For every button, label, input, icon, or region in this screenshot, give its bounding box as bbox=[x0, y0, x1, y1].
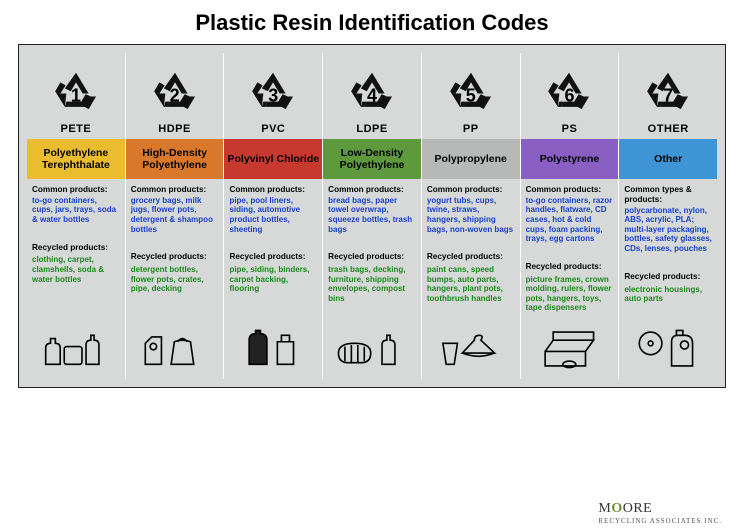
product-illustration bbox=[229, 321, 317, 375]
recycle-symbol: 3 PVC bbox=[224, 53, 322, 139]
resin-name-band: Polyvinyl Chloride bbox=[224, 139, 322, 179]
product-illustration bbox=[32, 321, 120, 375]
recycled-products-text: pipe, siding, binders, carpet backing, f… bbox=[229, 265, 317, 294]
chart-frame: 1 PETE Polyethylene Terephthalate Common… bbox=[18, 44, 726, 388]
recycled-products-text: trash bags, decking, furniture, shipping… bbox=[328, 265, 416, 303]
page-title: Plastic Resin Identification Codes bbox=[0, 0, 744, 44]
common-products-label: Common products: bbox=[526, 185, 614, 195]
common-products-label: Common products: bbox=[328, 185, 416, 195]
resin-name-band: High-Density Polyethylene bbox=[126, 139, 224, 179]
resin-abbr: PP bbox=[463, 123, 479, 135]
recycled-products-text: picture frames, crown molding, rulers, f… bbox=[526, 275, 614, 313]
resin-name-band: Polystyrene bbox=[521, 139, 619, 179]
resin-body: Common products: grocery bags, milk jugs… bbox=[126, 179, 224, 379]
recycled-products-text: paint cans, speed bumps, auto parts, han… bbox=[427, 265, 515, 303]
recycle-symbol: 6 PS bbox=[521, 53, 619, 139]
resin-abbr: OTHER bbox=[648, 123, 689, 135]
resin-column-other: 7 OTHER Other Common types & products: p… bbox=[619, 53, 717, 379]
recycle-symbol: 5 PP bbox=[422, 53, 520, 139]
resin-name-band: Other bbox=[619, 139, 717, 179]
resin-name-band: Low-Density Polyethylene bbox=[323, 139, 421, 179]
product-illustration bbox=[526, 321, 614, 375]
resin-body: Common products: to-go containers, cups,… bbox=[27, 179, 125, 379]
recycle-symbol: 4 LDPE bbox=[323, 53, 421, 139]
resin-column-hdpe: 2 HDPE High-Density Polyethylene Common … bbox=[126, 53, 225, 379]
resin-number: 6 bbox=[564, 85, 574, 106]
recycled-products-text: electronic housings, auto parts bbox=[624, 285, 712, 304]
resin-column-pete: 1 PETE Polyethylene Terephthalate Common… bbox=[27, 53, 126, 379]
resin-number: 5 bbox=[466, 85, 476, 106]
common-products-label: Common products: bbox=[427, 185, 515, 195]
common-products-label: Common types & products: bbox=[624, 185, 712, 205]
resin-column-ldpe: 4 LDPE Low-Density Polyethylene Common p… bbox=[323, 53, 422, 379]
recycled-products-text: clothing, carpet, clamshells, soda & wat… bbox=[32, 255, 120, 284]
recycled-products-label: Recycled products: bbox=[32, 243, 120, 253]
resin-grid: 1 PETE Polyethylene Terephthalate Common… bbox=[27, 53, 717, 379]
recycled-products-label: Recycled products: bbox=[624, 272, 712, 282]
recycle-symbol: 7 OTHER bbox=[619, 53, 717, 139]
recycle-symbol: 2 HDPE bbox=[126, 53, 224, 139]
resin-abbr: PS bbox=[562, 123, 578, 135]
resin-body: Common types & products: polycarbonate, … bbox=[619, 179, 717, 379]
footer-logo: MOORE RECYCLING ASSOCIATES INC. bbox=[598, 501, 722, 525]
common-products-text: bread bags, paper towel overwrap, squeez… bbox=[328, 196, 416, 234]
product-illustration bbox=[131, 321, 219, 375]
common-products-text: pipe, pool liners, siding, automotive pr… bbox=[229, 196, 317, 234]
resin-number: 4 bbox=[367, 85, 377, 106]
product-illustration bbox=[624, 321, 712, 375]
recycled-products-label: Recycled products: bbox=[229, 252, 317, 262]
product-illustration bbox=[328, 321, 416, 375]
resin-body: Common products: yogurt tubs, cups, twin… bbox=[422, 179, 520, 379]
resin-body: Common products: bread bags, paper towel… bbox=[323, 179, 421, 379]
resin-name-band: Polypropylene bbox=[422, 139, 520, 179]
recycled-products-label: Recycled products: bbox=[328, 252, 416, 262]
resin-abbr: PETE bbox=[60, 123, 91, 135]
recycle-symbol: 1 PETE bbox=[27, 53, 125, 139]
recycled-products-label: Recycled products: bbox=[131, 252, 219, 262]
product-illustration bbox=[427, 321, 515, 375]
common-products-text: to-go containers, razor handles, flatwar… bbox=[526, 196, 614, 244]
resin-number: 2 bbox=[170, 85, 180, 106]
resin-abbr: PVC bbox=[261, 123, 285, 135]
resin-number: 7 bbox=[663, 85, 673, 106]
common-products-text: yogurt tubs, cups, twine, straws, hanger… bbox=[427, 196, 515, 234]
common-products-label: Common products: bbox=[131, 185, 219, 195]
recycled-products-text: detergent bottles, flower pots, crates, … bbox=[131, 265, 219, 294]
resin-body: Common products: to-go containers, razor… bbox=[521, 179, 619, 379]
resin-name-band: Polyethylene Terephthalate bbox=[27, 139, 125, 179]
resin-column-pvc: 3 PVC Polyvinyl Chloride Common products… bbox=[224, 53, 323, 379]
resin-number: 3 bbox=[268, 85, 278, 106]
common-products-label: Common products: bbox=[229, 185, 317, 195]
common-products-text: grocery bags, milk jugs, flower pots, de… bbox=[131, 196, 219, 234]
recycled-products-label: Recycled products: bbox=[427, 252, 515, 262]
resin-column-pp: 5 PP Polypropylene Common products: yogu… bbox=[422, 53, 521, 379]
resin-column-ps: 6 PS Polystyrene Common products: to-go … bbox=[521, 53, 620, 379]
resin-abbr: HDPE bbox=[158, 123, 191, 135]
recycled-products-label: Recycled products: bbox=[526, 262, 614, 272]
resin-body: Common products: pipe, pool liners, sidi… bbox=[224, 179, 322, 379]
common-products-text: to-go containers, cups, jars, trays, sod… bbox=[32, 196, 120, 225]
common-products-text: polycarbonate, nylon, ABS, acrylic, PLA;… bbox=[624, 206, 712, 254]
resin-abbr: LDPE bbox=[356, 123, 387, 135]
common-products-label: Common products: bbox=[32, 185, 120, 195]
resin-number: 1 bbox=[71, 85, 81, 106]
